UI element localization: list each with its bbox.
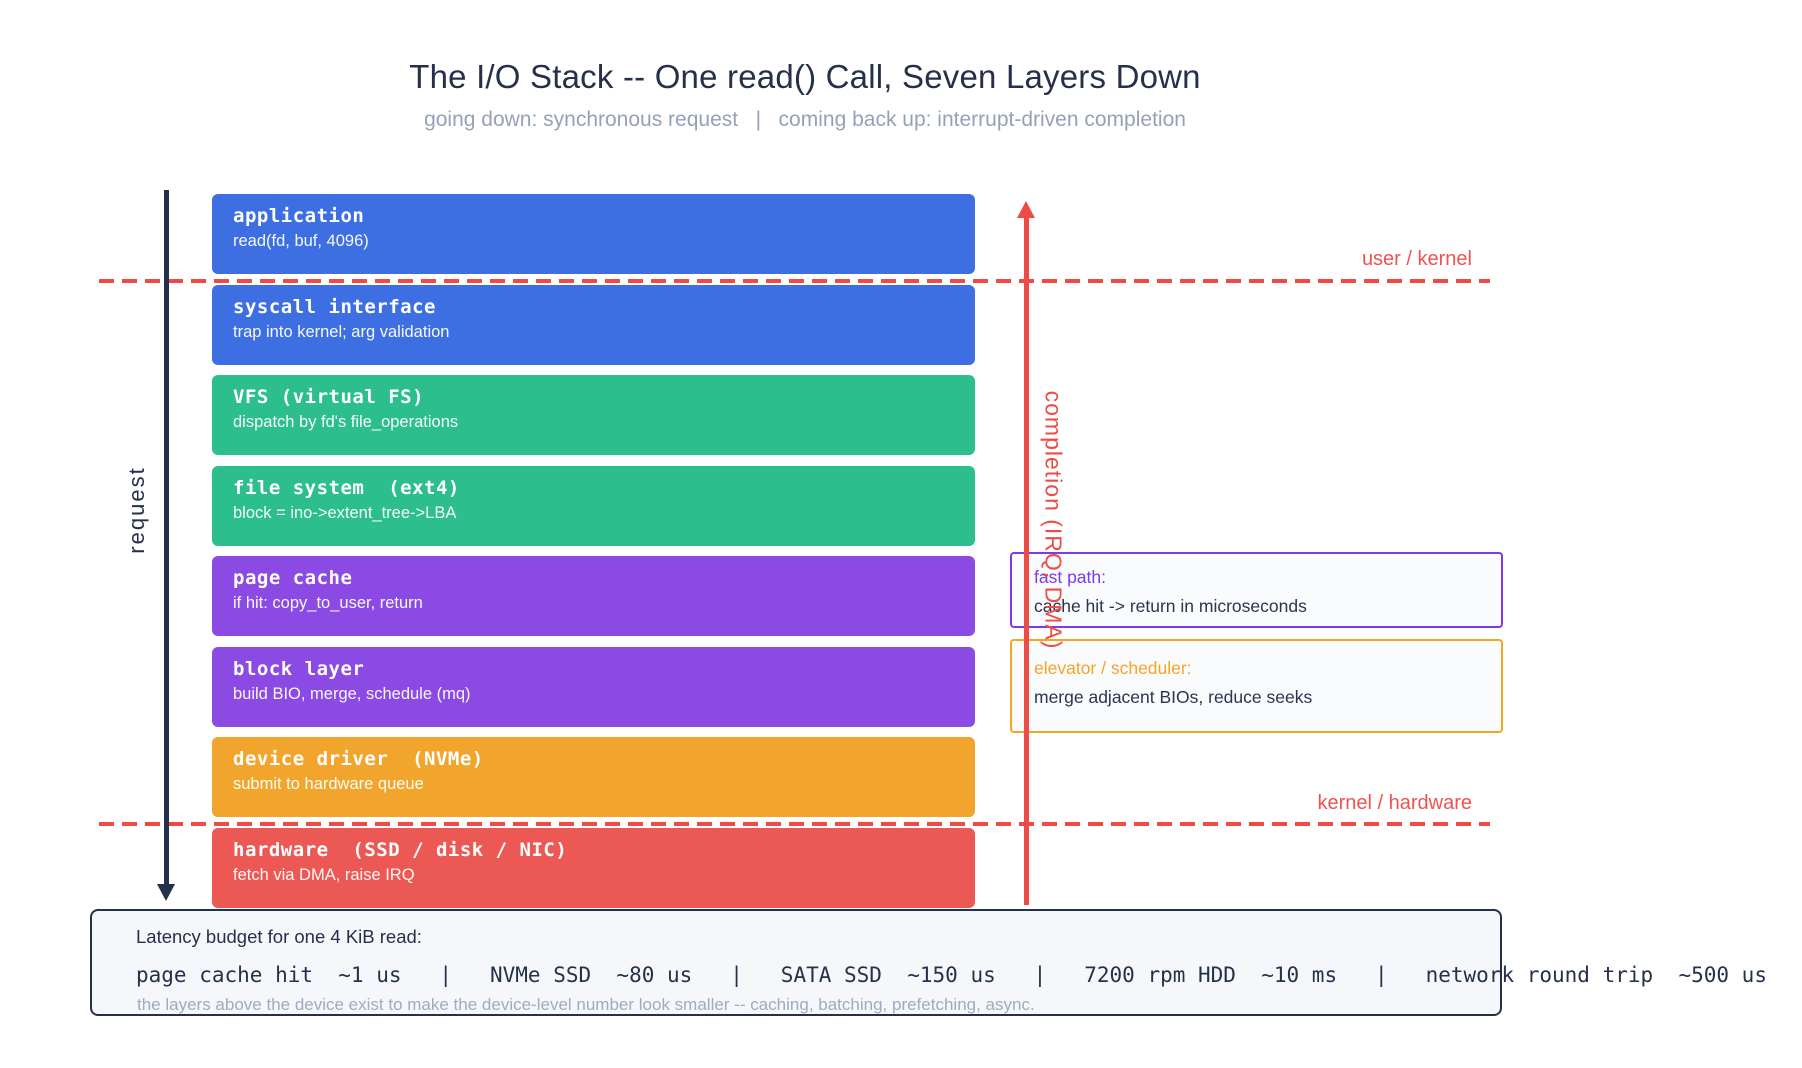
layer-subtitle: submit to hardware queue [233,775,424,793]
layer-title: device driver (NVMe) [233,748,484,770]
kernel-hardware-boundary-line [99,822,1490,826]
kernel-hardware-label: kernel / hardware [1317,792,1472,814]
latency-title: Latency budget for one 4 KiB read: [136,926,422,947]
elevator-scheduler-body: merge adjacent BIOs, reduce seeks [1034,687,1313,707]
latency-note: the layers above the device exist to mak… [137,995,1035,1014]
request-label: request [124,466,149,554]
layer-title: syscall interface [233,296,436,318]
layer-title: file system (ext4) [233,477,460,499]
user-kernel-boundary-line [99,279,1490,283]
request-arrowhead-icon [157,884,175,901]
layer-subtitle: trap into kernel; arg validation [233,323,450,341]
layer-page-cache: page cache if hit: copy_to_user, return [212,556,975,636]
fast-path-panel: fast path: cache hit -> return in micros… [1010,552,1503,628]
request-arrow-line [164,190,169,886]
page-title: The I/O Stack -- One read() Call, Seven … [409,58,1201,95]
layer-device-driver: device driver (NVMe) submit to hardware … [212,737,975,817]
fast-path-body: cache hit -> return in microseconds [1034,596,1307,616]
elevator-scheduler-title: elevator / scheduler: [1034,658,1192,678]
layer-subtitle: dispatch by fd's file_operations [233,413,459,431]
layer-subtitle: fetch via DMA, raise IRQ [233,866,415,884]
latency-budget-panel: Latency budget for one 4 KiB read: page … [90,909,1767,1016]
layer-subtitle: read(fd, buf, 4096) [233,232,369,250]
latency-values-line: page cache hit ~1 us | NVMe SSD ~80 us |… [136,963,1767,987]
layer-title: application [233,205,365,227]
user-kernel-label: user / kernel [1361,248,1472,270]
layer-block-layer: block layer build BIO, merge, schedule (… [212,647,975,727]
layer-vfs: VFS (virtual FS) dispatch by fd's file_o… [212,375,975,455]
layer-title: VFS (virtual FS) [233,386,425,408]
layer-title: page cache [233,567,353,589]
layer-subtitle: block = ino->extent_tree->LBA [233,504,457,522]
completion-arrowhead-icon [1017,201,1035,218]
layer-subtitle: if hit: copy_to_user, return [233,594,423,612]
layer-hardware: hardware (SSD / disk / NIC) fetch via DM… [212,828,975,908]
layer-file-system: file system (ext4) block = ino->extent_t… [212,466,975,546]
completion-arrow-line [1024,217,1029,905]
layer-title: hardware (SSD / disk / NIC) [233,839,568,861]
fast-path-title: fast path: [1034,567,1106,587]
elevator-scheduler-panel: elevator / scheduler: merge adjacent BIO… [1010,639,1503,733]
layer-title: block layer [233,658,365,680]
page-subtitle: going down: synchronous request | coming… [424,108,1186,131]
completion-label: completion (IRQ, DMA) [1040,390,1067,650]
layer-subtitle: build BIO, merge, schedule (mq) [233,685,471,703]
header: The I/O Stack -- One read() Call, Seven … [0,0,1610,132]
layer-application: application read(fd, buf, 4096) [212,194,975,274]
layer-syscall-interface: syscall interface trap into kernel; arg … [212,285,975,365]
